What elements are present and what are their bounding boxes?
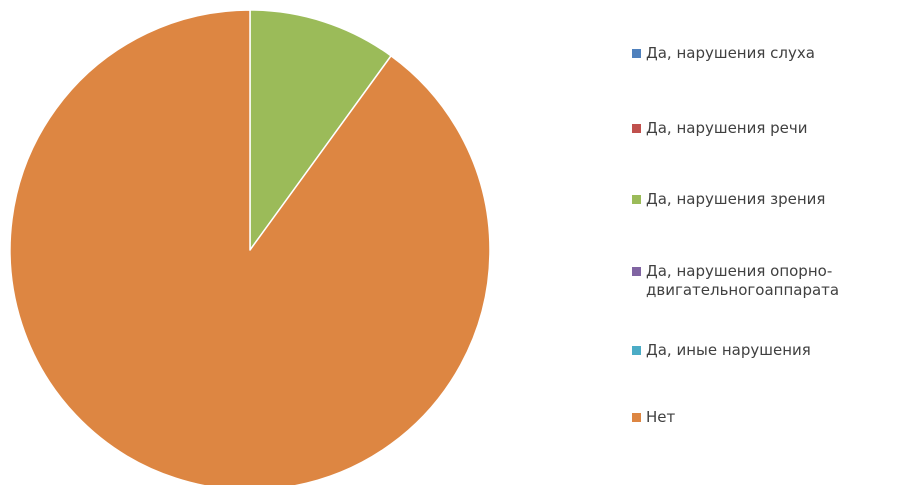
legend: Да, нарушения слуха Да, нарушения речи Да,…: [632, 0, 904, 485]
legend-item-4: Да, иные нарушения: [632, 341, 811, 360]
legend-item-3: Да, нарушения опорно- двигательногоаппар…: [632, 262, 839, 300]
legend-label-0: Да, нарушения слуха: [646, 44, 815, 63]
legend-item-0: Да, нарушения слуха: [632, 44, 815, 63]
legend-item-1: Да, нарушения речи: [632, 119, 808, 138]
legend-swatch-5: [632, 413, 641, 422]
pie-slice-5: [10, 10, 490, 485]
legend-label-4: Да, иные нарушения: [646, 341, 811, 360]
legend-swatch-4: [632, 346, 641, 355]
legend-label-1: Да, нарушения речи: [646, 119, 808, 138]
legend-label-3: Да, нарушения опорно- двигательногоаппар…: [646, 262, 839, 300]
legend-label-5: Нет: [646, 408, 675, 427]
legend-swatch-2: [632, 195, 641, 204]
legend-item-5: Нет: [632, 408, 675, 427]
legend-swatch-0: [632, 49, 641, 58]
legend-swatch-3: [632, 267, 641, 276]
pie-chart: [0, 0, 632, 485]
legend-label-2: Да, нарушения зрения: [646, 190, 825, 209]
legend-swatch-1: [632, 124, 641, 133]
legend-item-2: Да, нарушения зрения: [632, 190, 825, 209]
